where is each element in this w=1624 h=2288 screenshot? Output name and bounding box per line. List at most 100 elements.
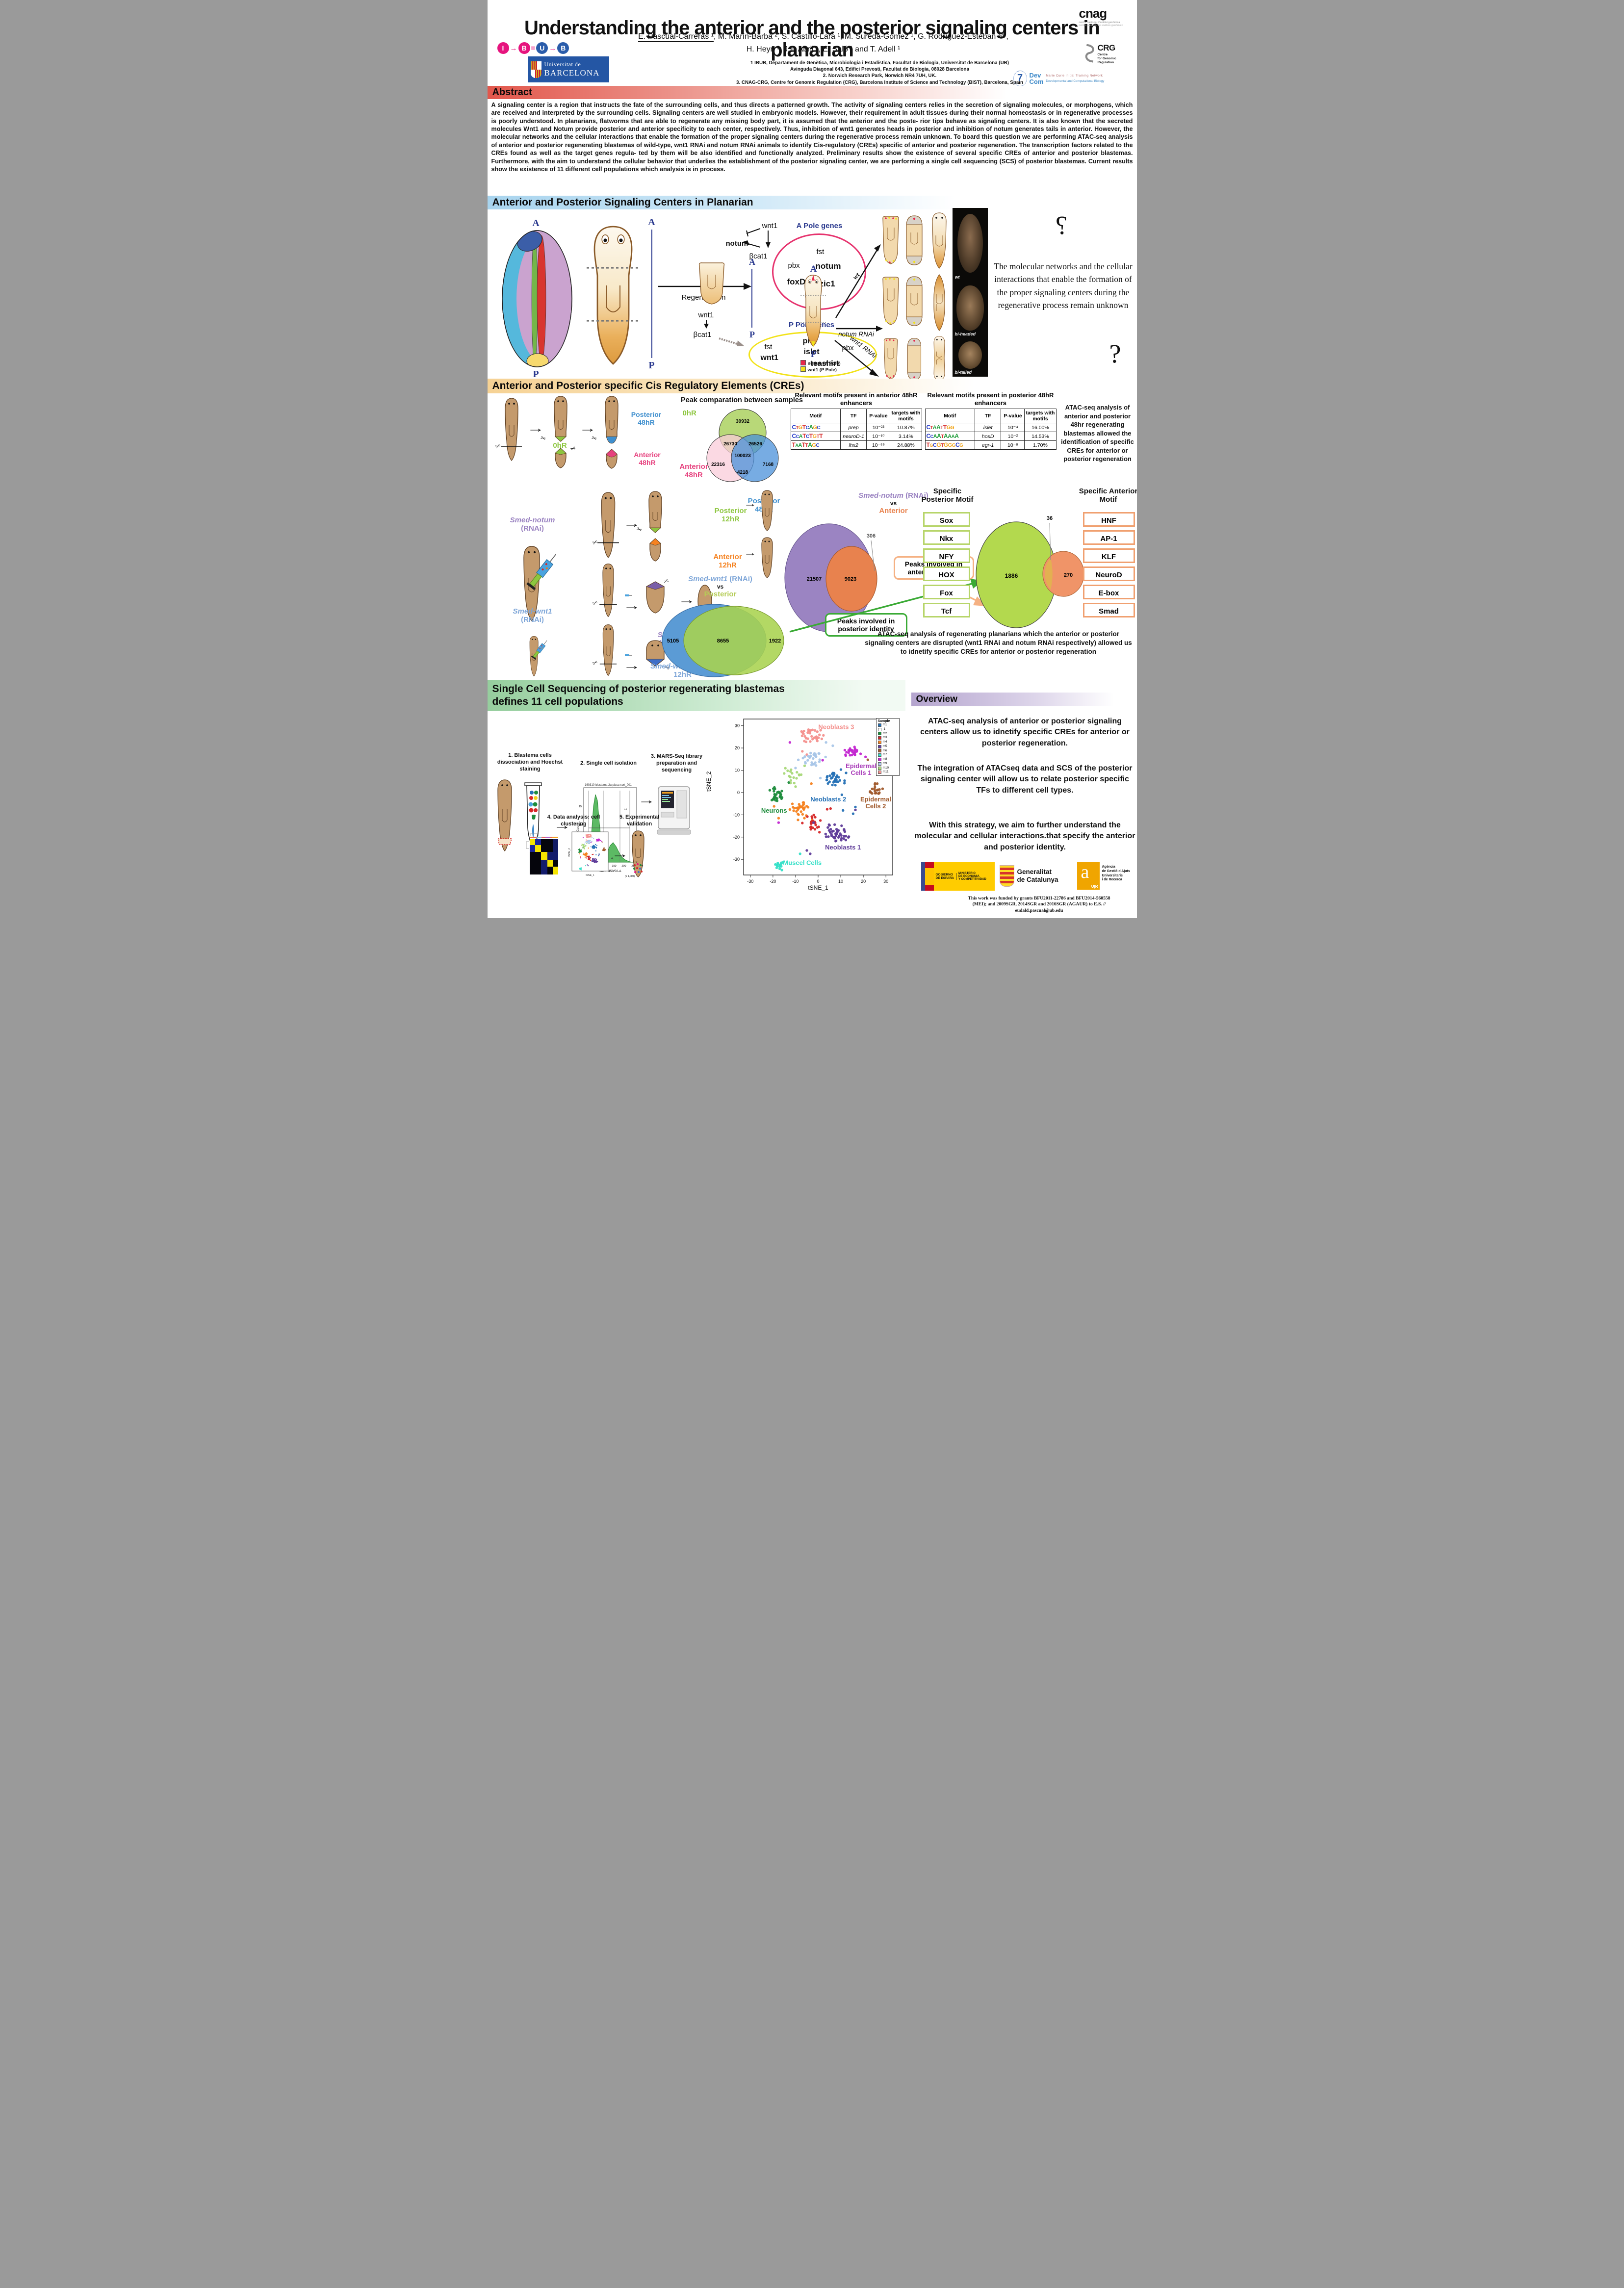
biheaded-worm-drawing: [933, 336, 945, 380]
scatter-point-m8: [859, 752, 862, 755]
overview-p3: With this strategy, we aim to further un…: [914, 821, 1135, 851]
agaur-line2: de Gestió d'Ajuts: [1102, 869, 1130, 873]
authors-line-2: H. Heyn ³, J.F. Abril ¹, E. Saló ¹ and T…: [746, 45, 901, 53]
scatter-point-m5: [825, 835, 827, 838]
scatter-point-m6: [866, 758, 869, 761]
scatter-point-mini: [602, 848, 604, 850]
targets-neurod1: 3.14%: [890, 432, 922, 441]
motif-letter: A: [798, 442, 802, 449]
overview-section-bar: Overview: [911, 693, 1137, 706]
motif-letter: T: [801, 441, 805, 449]
scatter-point-m11: [804, 740, 807, 744]
tsne-legend-entry: m5: [877, 745, 898, 749]
ibub-logo: I → B = U → B: [497, 42, 581, 54]
ap-axis-line: [651, 230, 653, 358]
scatter-point-mini: [586, 852, 587, 854]
facs-gate-4c: 4c: [611, 857, 614, 860]
table-row: CCAATAAAA hoxD 10⁻² 14.53%: [925, 432, 1057, 441]
motif-letter: G: [952, 443, 956, 449]
legend-label: m2: [882, 731, 887, 735]
scatter-point-mini: [579, 849, 581, 851]
scatter-point-mini: [587, 865, 589, 867]
motif-letter: A: [932, 425, 937, 431]
scatter-point-mini: [582, 837, 584, 839]
cnag-sub1: centre nacional d'anàlisi genòmica: [1079, 21, 1120, 24]
legend-label: m6: [882, 748, 887, 752]
signaling-heading: Anterior and Posterior Signaling Centers…: [492, 197, 753, 208]
targets-egr1: 1.70%: [1024, 440, 1057, 450]
scatter-point-mini: [592, 847, 593, 848]
venn-value-anterior-posterior: 4218: [737, 470, 748, 475]
scatter-point-mini: [587, 840, 588, 842]
wnt1-label-posterior: wnt1: [698, 311, 714, 319]
table-row: TGCGTGGGCG egr-1 10⁻⁸ 1.70%: [925, 440, 1057, 450]
motif-letter: A: [795, 443, 799, 448]
scatter-point-mini: [593, 861, 594, 863]
scatter-point-m2: [778, 796, 781, 798]
trunk-axis-line: [751, 269, 753, 328]
scatter-point-m1: [828, 780, 831, 783]
tsne-legend: Sample m1 -1 m2 m3 m4 m5 m6 m7 m8 m9 m10 m11: [876, 718, 900, 776]
flow-arrow-icon: →: [526, 422, 544, 435]
motif-letter: T: [802, 433, 806, 440]
tf-egr1: egr-1: [974, 440, 1002, 450]
scatter-point-m6: [870, 792, 874, 795]
scatter-point-m8: [788, 741, 791, 744]
notum-venn-left-value: 21507: [806, 576, 822, 582]
scatter-point-mini: [596, 845, 597, 846]
scatter-point-mini: [579, 856, 581, 857]
scatter-point-m1: [833, 784, 837, 787]
motif-letter: T: [930, 425, 933, 431]
cluster-label: Neoblasts 3: [818, 723, 854, 730]
scatter-point-m4: [796, 819, 799, 822]
legend-swatch: [877, 762, 881, 766]
scatter-point-mini: [585, 852, 586, 854]
pvalue-lhx2: 10⁻⁵⁹: [866, 440, 891, 450]
motif-logo-neurod1: CCATCTGTT: [790, 432, 841, 441]
scatter-point-m11: [818, 733, 821, 736]
scatter-point-m8: [844, 753, 847, 756]
legend-label: m9: [882, 761, 887, 765]
notum-venn-right-value: 306: [866, 533, 875, 539]
x-tick-label: -10: [792, 879, 799, 884]
scatter-point-m7: [776, 863, 779, 866]
cnag-wordmark: cnag: [1079, 6, 1108, 21]
y-tick-label: -20: [733, 835, 739, 840]
ibub-letter-b1: B: [518, 42, 530, 54]
scatter-point-m6: [873, 782, 876, 785]
tsne-legend-entry: m7: [877, 753, 898, 757]
scatter-point-mini: [592, 846, 593, 847]
scatter-point-mini: [588, 843, 589, 844]
motif-letter: T: [805, 443, 808, 449]
tsne-legend-entry: m11: [877, 770, 898, 774]
scatter-point-m4: [799, 810, 802, 813]
specific-anterior-title: Specific Anterior Motif: [1079, 487, 1137, 504]
motif-letter: C: [805, 434, 809, 440]
motif-letter: T: [809, 433, 813, 440]
notum-venn-smed: Smed-notum: [858, 491, 903, 500]
scatter-point-mini: [586, 834, 587, 836]
scatter-point-m11: [800, 750, 803, 753]
cres-worm-1: [501, 398, 522, 461]
scatter-point-m11: [811, 728, 814, 731]
spain-gov-logo: GOBIERNO DE ESPAÑA MINISTERIO DE ECONOMI…: [921, 862, 995, 891]
notum-label-anterior: notum: [725, 239, 748, 248]
motif-letter: G: [936, 441, 941, 449]
scatter-point-m10: [794, 785, 797, 788]
motif-letter: C: [930, 434, 934, 439]
pole-legend: notum (A Pole) wnt1 (P Pole): [800, 360, 841, 373]
scatter-point-mini: [578, 850, 580, 851]
venn-value-anterior-only: 22316: [711, 462, 725, 467]
legend-swatch: [877, 745, 881, 748]
scatter-point-m11: [799, 730, 803, 733]
scatter-point-m11: [808, 732, 811, 735]
scatter-point-mini: [588, 857, 590, 859]
abstract-heading: Abstract: [492, 87, 532, 98]
motif-letter: C: [805, 425, 809, 431]
gobierno-line2: DE ESPAÑA: [935, 876, 954, 880]
scatter-point-m1: [838, 779, 841, 782]
legend-label: -1: [882, 727, 886, 731]
wt-worm-drawing: [931, 212, 947, 269]
scatter-point-mini: [594, 844, 596, 845]
photo-label-bitailed: bi-tailed: [954, 370, 972, 375]
